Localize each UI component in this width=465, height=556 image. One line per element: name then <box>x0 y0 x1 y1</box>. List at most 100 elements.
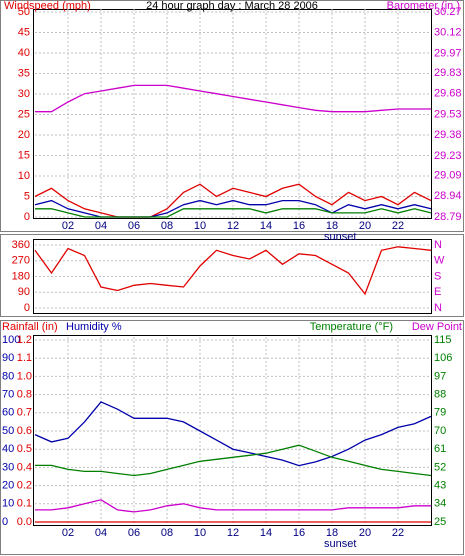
y3-tick-label: 0.8 <box>17 389 32 401</box>
y2-tick-label: 79 <box>434 407 446 419</box>
y2-tick-label: 29.97 <box>434 47 462 59</box>
y-tick-label: 0 <box>24 211 30 223</box>
y-tick-label: 30 <box>2 461 14 473</box>
y2-tick-label: 30.12 <box>434 27 462 39</box>
y-tick-label: 60 <box>2 407 14 419</box>
x-tick-label: 10 <box>194 527 206 539</box>
y3-tick-label: 0.4 <box>17 461 32 473</box>
series-line <box>34 183 432 218</box>
y2-tick-label: 106 <box>434 352 452 364</box>
x-tick-label: 18 <box>326 220 338 232</box>
y2-tick-label: E <box>434 286 441 298</box>
y-tick-label: 5 <box>24 190 30 202</box>
y2-tick-label: 61 <box>434 443 446 455</box>
x-tick-label: 06 <box>128 220 140 232</box>
y2-tick-label: 29.83 <box>434 67 462 79</box>
y-tick-label: 45 <box>18 26 30 38</box>
y2-tick-label: S <box>434 270 441 282</box>
y2-tick-label: 43 <box>434 480 446 492</box>
y2-tick-label: 30.27 <box>434 6 462 18</box>
y-tick-label: 70 <box>2 389 14 401</box>
y3-tick-label: 0.5 <box>17 443 32 455</box>
axis-label: Barometer (in.) <box>387 0 460 12</box>
x-tick-label: 14 <box>260 527 272 539</box>
y-tick-label: 50 <box>18 6 30 18</box>
series-line <box>34 401 432 467</box>
y2-tick-label: 28.94 <box>434 190 462 202</box>
x-tick-label: 22 <box>392 220 404 232</box>
y3-tick-label: 0.0 <box>17 516 32 528</box>
chart-title: 24 hour graph day : March 28 2006 <box>146 0 318 12</box>
y-tick-label: 25 <box>18 108 30 120</box>
x-tick-label: 12 <box>227 527 239 539</box>
y2-tick-label: 97 <box>434 370 446 382</box>
y2-tick-label: 25 <box>434 516 446 528</box>
y3-tick-label: 1.0 <box>17 370 32 382</box>
y-tick-label: 270 <box>12 255 30 267</box>
y2-tick-label: 115 <box>434 334 452 346</box>
x-tick-label: 12 <box>227 220 239 232</box>
y2-tick-label: 29.23 <box>434 150 462 162</box>
y-tick-label: 180 <box>12 270 30 282</box>
y-tick-label: 35 <box>18 67 30 79</box>
annotation: sunset <box>324 231 356 243</box>
x-tick-label: 04 <box>95 527 107 539</box>
y2-tick-label: N <box>434 239 442 251</box>
axis-label: Windspeed (mph) <box>4 0 91 12</box>
y-tick-label: 80 <box>2 370 14 382</box>
y-tick-label: 90 <box>18 286 30 298</box>
axis-label: Humidity % <box>66 321 122 333</box>
y3-tick-label: 0.6 <box>17 425 32 437</box>
y-tick-label: 0 <box>24 302 30 314</box>
x-tick-label: 20 <box>359 527 371 539</box>
x-tick-label: 18 <box>326 527 338 539</box>
y2-tick-label: 88 <box>434 389 446 401</box>
y3-tick-label: 0.7 <box>17 407 32 419</box>
annotation: sunset <box>324 538 356 550</box>
y-tick-label: 10 <box>2 498 14 510</box>
y3-tick-label: 0.2 <box>17 480 32 492</box>
x-tick-label: 02 <box>62 527 74 539</box>
y2-tick-label: 28.79 <box>434 211 462 223</box>
y2-tick-label: 29.53 <box>434 108 462 120</box>
y3-tick-label: 0.1 <box>17 498 32 510</box>
x-tick-label: 04 <box>95 220 107 232</box>
x-tick-label: 16 <box>293 527 305 539</box>
y2-tick-label: N <box>434 302 442 314</box>
y3-tick-label: 1.2 <box>17 334 32 346</box>
series-line <box>34 246 432 296</box>
series-line <box>35 84 431 113</box>
y-tick-label: 40 <box>2 443 14 455</box>
series-line <box>35 208 432 218</box>
y-tick-label: 40 <box>18 47 30 59</box>
x-tick-label: 02 <box>62 220 74 232</box>
axis-label: Temperature (°F) <box>310 321 393 333</box>
series-line <box>35 499 431 513</box>
y2-tick-label: 52 <box>434 461 446 473</box>
y2-tick-label: 29.38 <box>434 129 462 141</box>
y2-tick-label: 29.09 <box>434 169 462 181</box>
y2-tick-label: W <box>434 255 445 267</box>
y-tick-label: 100 <box>2 334 20 346</box>
y-tick-label: 20 <box>2 480 14 492</box>
x-tick-label: 08 <box>161 220 173 232</box>
x-tick-label: 14 <box>260 220 272 232</box>
series-line <box>35 444 432 477</box>
y3-tick-label: 1.1 <box>17 352 32 364</box>
x-tick-label: 06 <box>128 527 140 539</box>
x-tick-label: 22 <box>392 527 404 539</box>
axis-label: Dew Point <box>412 321 462 333</box>
y-tick-label: 15 <box>18 149 30 161</box>
y-tick-label: 0 <box>2 516 8 528</box>
x-tick-label: 20 <box>359 220 371 232</box>
x-tick-label: 16 <box>293 220 305 232</box>
y-tick-label: 30 <box>18 88 30 100</box>
y2-tick-label: 29.68 <box>434 88 462 100</box>
y2-tick-label: 34 <box>434 498 446 510</box>
y-tick-label: 360 <box>12 239 30 251</box>
y-tick-label: 20 <box>18 129 30 141</box>
x-tick-label: 08 <box>161 527 173 539</box>
y-tick-label: 50 <box>2 425 14 437</box>
y2-tick-label: 70 <box>434 425 446 437</box>
